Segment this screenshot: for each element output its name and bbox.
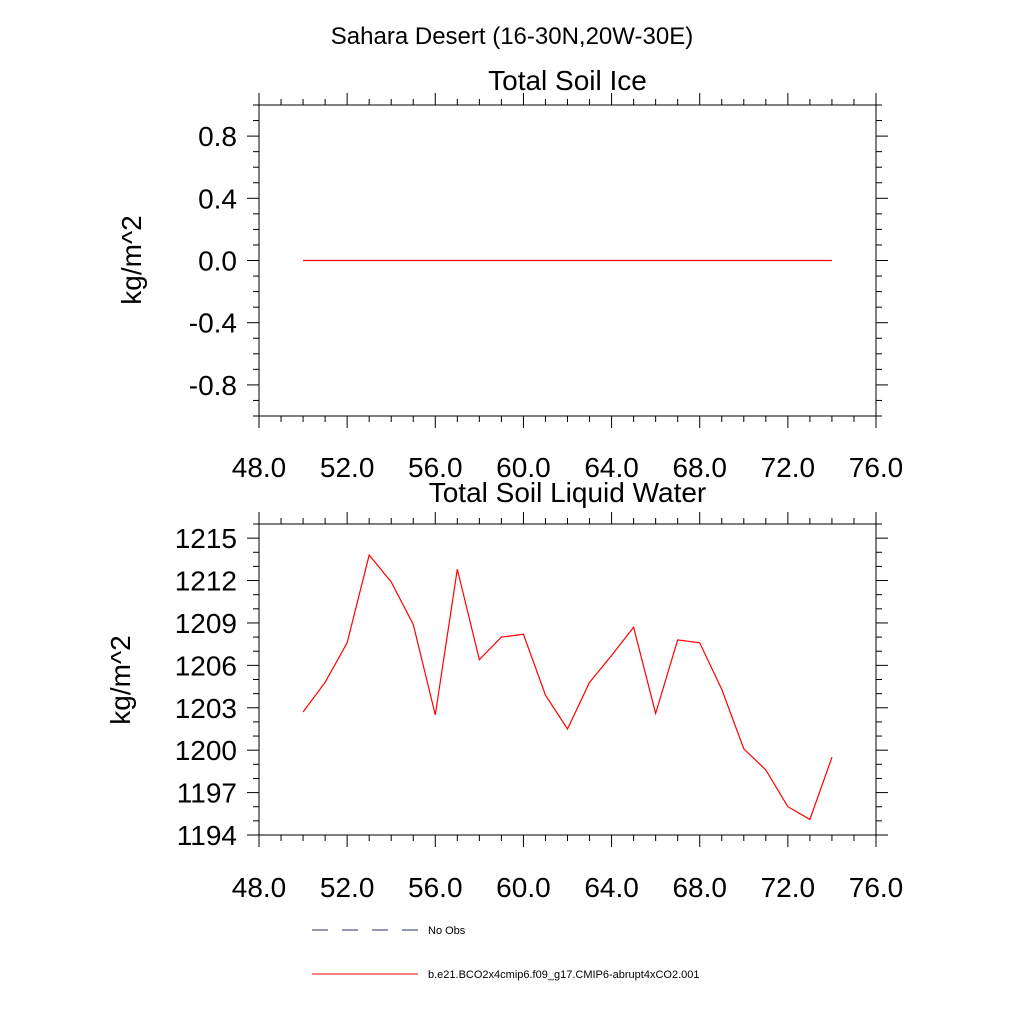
y-axis-label: kg/m^2	[116, 215, 147, 304]
x-tick-label: 72.0	[761, 452, 816, 483]
y-tick-label: 1203	[175, 693, 237, 724]
y-tick-label: 1212	[175, 566, 237, 597]
figure-suptitle: Sahara Desert (16-30N,20W-30E)	[331, 23, 693, 50]
x-tick-label: 68.0	[672, 872, 727, 903]
y-tick-label: 1215	[175, 523, 237, 554]
x-tick-label: 52.0	[320, 872, 375, 903]
y-tick-label: 1209	[175, 608, 237, 639]
y-tick-label: 1197	[177, 778, 237, 809]
x-tick-label: 76.0	[849, 872, 904, 903]
y-tick-label: 1206	[175, 650, 237, 681]
x-tick-label: 68.0	[672, 452, 727, 483]
x-tick-label: 48.0	[232, 452, 287, 483]
x-tick-label: 64.0	[584, 452, 639, 483]
x-tick-label: 76.0	[849, 452, 904, 483]
y-tick-label: -0.4	[189, 308, 237, 339]
x-tick-label: 64.0	[584, 872, 639, 903]
x-tick-label: 60.0	[496, 872, 551, 903]
x-tick-label: 60.0	[496, 452, 551, 483]
panel-title: Total Soil Ice	[488, 65, 647, 96]
panel-total-soil-liquid-water: Total Soil Liquid Water kg/m^2 48.0 52.0 56.…	[105, 477, 903, 903]
series-line	[302, 553, 833, 821]
panel-title: Total Soil Liquid Water	[429, 477, 707, 508]
x-tick-label: 56.0	[408, 452, 463, 483]
panel-total-soil-ice: Total Soil Ice kg/m^2 48.0 52.0 56.0 60.0 64.0…	[116, 65, 903, 483]
x-tick-label: 48.0	[232, 872, 287, 903]
y-tick-label: -0.8	[189, 370, 237, 401]
x-tick-label: 52.0	[320, 452, 375, 483]
y-axis-label: kg/m^2	[105, 635, 136, 724]
x-tick-label: 56.0	[408, 872, 463, 903]
y-tick-label: 0.8	[198, 121, 237, 152]
legend-label-model-run: b.e21.BCO2x4cmip6.f09_g17.CMIP6-abrupt4x…	[428, 969, 700, 981]
y-tick-label: 1194	[177, 820, 237, 851]
plot-frame	[258, 523, 877, 836]
y-tick-label: 0.4	[198, 183, 237, 214]
y-tick-label: 0.0	[198, 246, 237, 277]
y-tick-label: 1200	[175, 735, 237, 766]
legend: No Obs b.e21.BCO2x4cmip6.f09_g17.CMIP6-a…	[312, 925, 700, 981]
legend-label-no-obs: No Obs	[428, 925, 466, 937]
x-tick-label: 72.0	[761, 872, 816, 903]
